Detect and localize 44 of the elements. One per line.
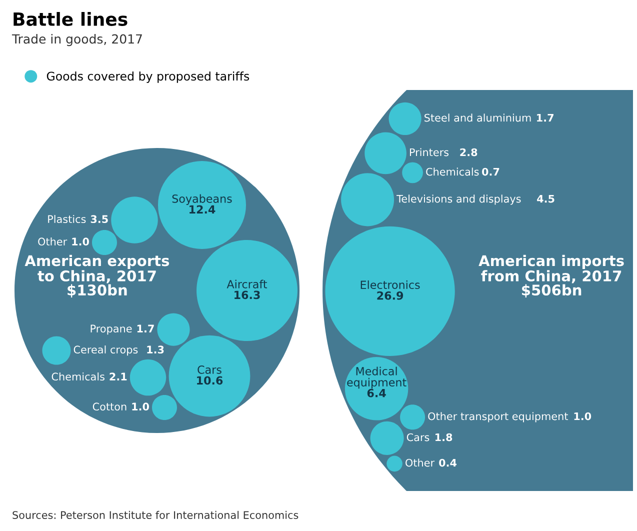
- category-label: Printers: [410, 148, 449, 156]
- category-label: Soyabeans: [172, 194, 232, 206]
- data-label: $130bn: [68, 284, 127, 298]
- category-label: Propane: [90, 324, 132, 335]
- category-label: Cotton: [92, 402, 126, 411]
- data-label: 1.0: [132, 402, 150, 411]
- data-label: 1.7: [537, 114, 554, 122]
- data-label: 1.3: [147, 346, 164, 354]
- data-label: 1.0: [72, 238, 90, 246]
- data-label: 0.4: [439, 458, 457, 467]
- legend-label: Goods covered by proposed tariffs: [46, 71, 250, 83]
- data-label: 1.8: [435, 433, 452, 442]
- data-label: 2.8: [460, 148, 478, 156]
- text: Battle lines: [14, 12, 128, 26]
- data-label: 16.3: [234, 290, 260, 300]
- category-label: Medical equipment: [347, 366, 406, 389]
- category-label: Aircraft: [226, 280, 268, 288]
- data-label: 1.0: [574, 412, 592, 420]
- category-label: Chemicals: [52, 372, 104, 381]
- data-label: 4.5: [537, 194, 554, 203]
- category-label: Cereal crops: [74, 345, 138, 356]
- data-label: $506bn: [522, 284, 582, 298]
- category-label: Cars: [198, 365, 222, 374]
- source-note: Sources: Peterson Institute for International Economics: [12, 510, 298, 519]
- text: Trade in goods, 2017: [12, 34, 142, 46]
- data-label: 12.4: [190, 205, 216, 214]
- category-label: American imports from China, 2017: [478, 254, 624, 284]
- data-label: 0.7: [482, 168, 500, 176]
- category-label: Televisions and displays: [396, 194, 521, 205]
- category-label: Other transport equipment: [428, 412, 568, 422]
- category-label: Cars: [406, 433, 430, 442]
- category-label: Steel and aluminium: [424, 114, 531, 122]
- data-label: 6.4: [367, 388, 386, 398]
- category-label: Other: [406, 458, 435, 467]
- data-label: 1.7: [137, 324, 154, 332]
- data-label: 26.9: [377, 291, 404, 300]
- category-label: Electronics: [360, 280, 420, 290]
- category-label: Plastics: [48, 214, 86, 224]
- category-label: American exports to China, 2017: [24, 254, 170, 284]
- data-label: 10.6: [197, 376, 223, 385]
- data-label: 2.1: [110, 372, 127, 380]
- category-label: Chemicals: [426, 168, 479, 176]
- category-label: Other: [38, 237, 68, 246]
- data-label: 3.5: [90, 215, 108, 224]
